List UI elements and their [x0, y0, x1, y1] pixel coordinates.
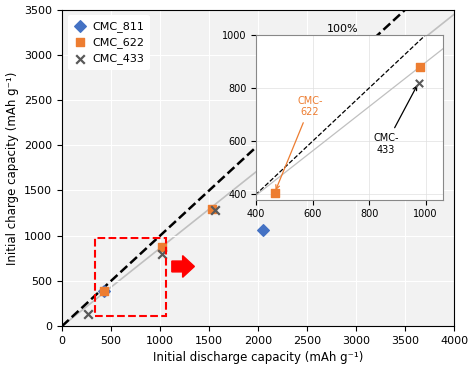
- CMC_811: [372, 124, 380, 130]
- Text: 100%
line: 100% line: [327, 24, 358, 46]
- CMC_622: [100, 288, 108, 294]
- CMC_622: [158, 243, 166, 249]
- CMC_811: [403, 129, 411, 135]
- CMC_622: [357, 86, 365, 92]
- CMC_433: [158, 251, 166, 257]
- CMC_622: [401, 52, 409, 58]
- CMC_433: [85, 312, 92, 317]
- FancyArrow shape: [172, 256, 194, 278]
- CMC_622: [208, 206, 216, 212]
- Legend: CMC_811, CMC_622, CMC_433: CMC_811, CMC_622, CMC_433: [67, 15, 149, 70]
- CMC_811: [100, 288, 108, 294]
- CMC_433: [262, 168, 270, 174]
- Bar: [95, 238, 166, 316]
- CMC_622: [259, 161, 267, 167]
- CMC_433: [315, 126, 323, 132]
- CMC_811: [313, 168, 321, 174]
- CMC_433: [211, 208, 219, 213]
- CMC_811: [259, 227, 267, 233]
- CMC_433: [362, 84, 370, 90]
- CMC_622: [315, 86, 323, 92]
- X-axis label: Initial discharge capacity (mAh g⁻¹): Initial discharge capacity (mAh g⁻¹): [153, 352, 364, 364]
- Y-axis label: Initial charge capacity (mAh g⁻¹): Initial charge capacity (mAh g⁻¹): [6, 71, 18, 265]
- CMC_433: [405, 70, 413, 76]
